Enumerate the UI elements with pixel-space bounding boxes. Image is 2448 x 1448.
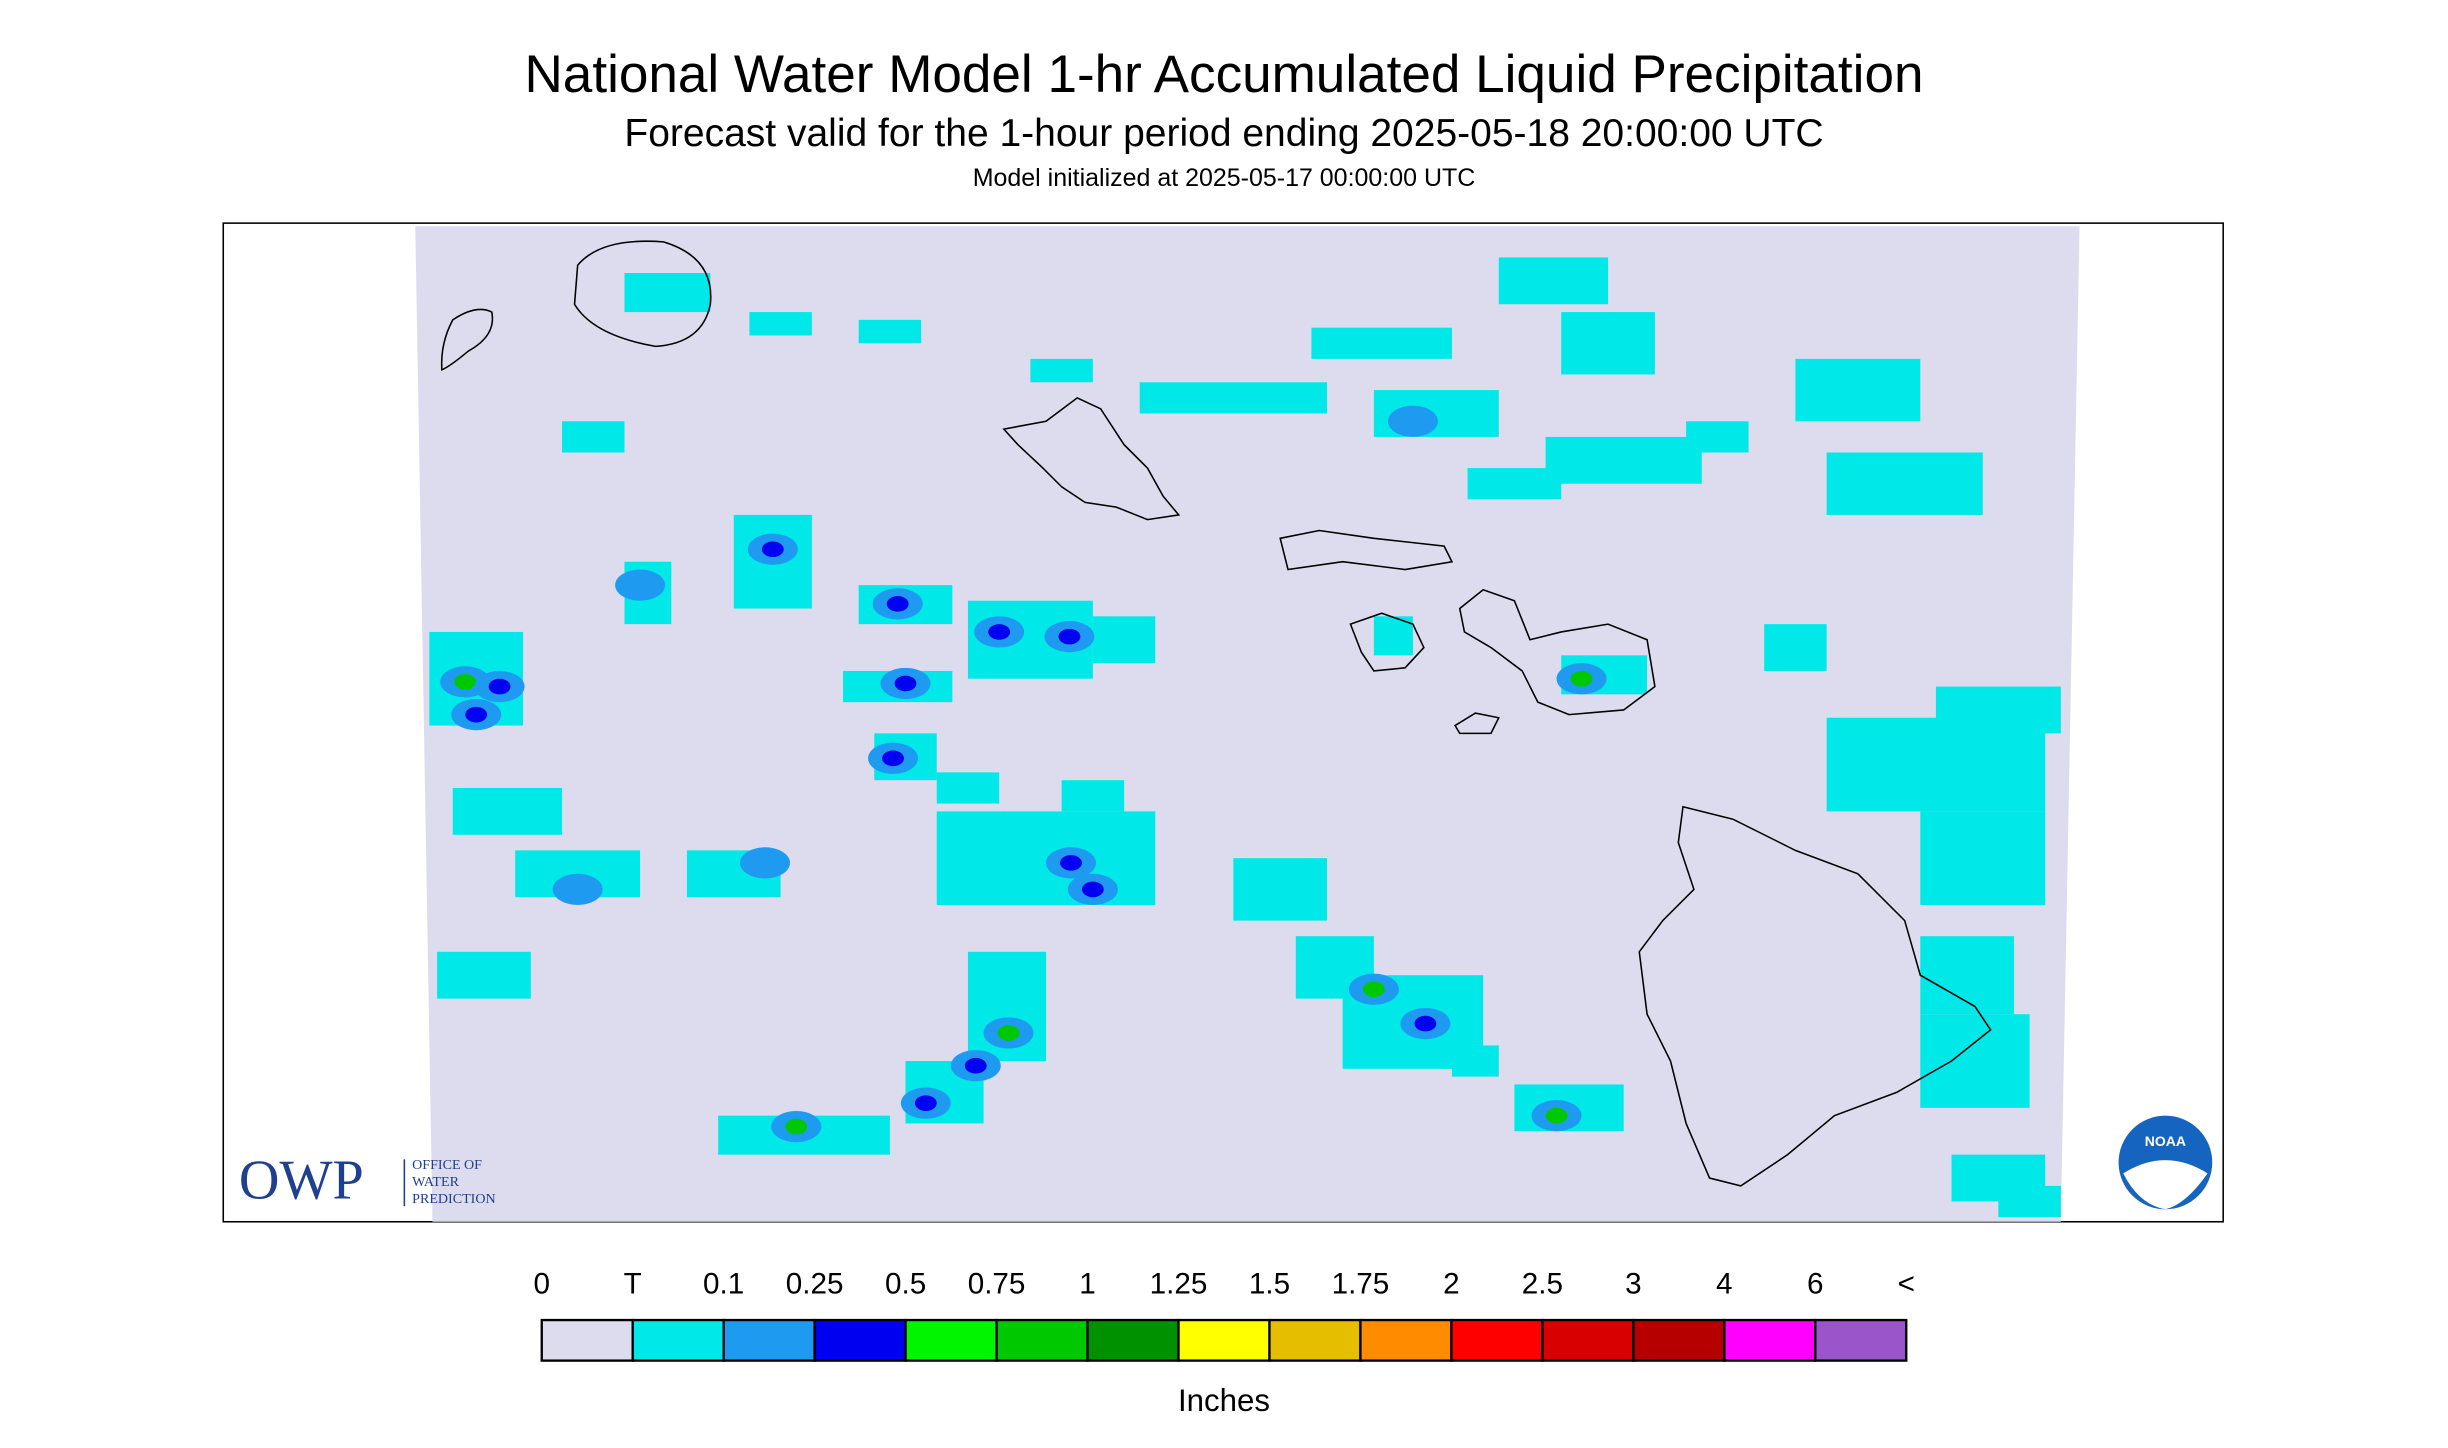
precip-core: [1570, 670, 1593, 687]
colorbar-box: [1268, 1318, 1362, 1362]
colorbar: 0 T 0.1 0.25 0.5 0.75 1 1.25 1.5 1.75 2 2.5 3 4 6 <: [533, 1268, 1915, 1362]
colorbar-label: 2.5: [1522, 1268, 1563, 1301]
colorbar-box: [631, 1318, 725, 1362]
precip-core: [454, 674, 477, 690]
precip-cell: [1092, 616, 1156, 664]
owp-line: WATER: [412, 1174, 459, 1190]
precip-core: [488, 678, 511, 695]
colorbar-label: 0: [533, 1268, 550, 1301]
noaa-logo: NOAA: [2118, 1115, 2213, 1210]
colorbar-label: 1.75: [1332, 1268, 1390, 1301]
precip-core: [886, 596, 909, 612]
precip-core: [997, 1025, 1020, 1041]
colorbar-box: [722, 1318, 816, 1362]
colorbar-box: [1086, 1318, 1180, 1362]
colorbar-label: <: [1898, 1268, 1915, 1301]
precip-cell: [1545, 436, 1702, 484]
precip-core: [964, 1057, 987, 1074]
precip-cell: [858, 319, 922, 344]
precip-field: [429, 257, 2061, 1218]
precip-cell: [1373, 616, 1413, 656]
colorbar-box: [540, 1318, 634, 1362]
colorbar-label: 4: [1716, 1268, 1733, 1301]
owp-logo-text: OWP: [239, 1150, 364, 1212]
noaa-text: NOAA: [2145, 1133, 2186, 1149]
colorbar-label: 1: [1079, 1268, 1096, 1301]
colorbar-box: [1723, 1318, 1817, 1362]
precip-core: [1414, 1015, 1437, 1032]
precip-core: [1060, 855, 1082, 871]
precip-cell: [1030, 358, 1093, 383]
colorbar-box: [904, 1318, 998, 1362]
colorbar-label: 0.75: [968, 1268, 1026, 1301]
precip-core: [785, 1118, 808, 1135]
owp-line: OFFICE OF: [412, 1157, 482, 1173]
colorbar-box: [1541, 1318, 1635, 1362]
precip-cell: [749, 312, 812, 336]
precip-core: [1545, 1107, 1568, 1124]
precip-cell: [1795, 358, 1921, 422]
colorbar-label: 0.1: [703, 1268, 744, 1301]
owp-logo: OWP OFFICE OF WATER PREDICTION: [239, 1150, 496, 1212]
precip-core: [894, 675, 917, 692]
precip-cell: [1311, 327, 1452, 359]
noaa-bird: [2123, 1160, 2208, 1210]
precip-core: [465, 706, 488, 723]
precip-cell: [1826, 452, 1983, 515]
precip-core: [914, 1095, 937, 1111]
colorbar-box: [813, 1318, 907, 1362]
precip-cell: [624, 273, 711, 313]
colorbar-label: 1.5: [1249, 1268, 1290, 1301]
precip-cell: [936, 811, 1156, 905]
precip-core: [882, 750, 904, 767]
precip-cell: [1920, 1014, 2030, 1108]
colorbar-label: 3: [1625, 1268, 1642, 1301]
colorbar-label: 0.25: [786, 1268, 844, 1301]
precip-core: [988, 624, 1011, 640]
colorbar-label: 0.5: [885, 1268, 926, 1301]
owp-line: PREDICTION: [412, 1191, 495, 1207]
precip-core: [566, 881, 589, 898]
precip-cell: [1686, 421, 1749, 453]
precip-cell: [1061, 780, 1125, 812]
precip-core: [761, 541, 784, 558]
precip-core: [1058, 628, 1081, 645]
precip-cell: [936, 772, 1000, 804]
precip-cell: [1561, 312, 1655, 375]
precip-core: [629, 577, 652, 593]
precip-core: [1401, 413, 1424, 430]
title: National Water Model 1-hr Accumulated Li…: [525, 45, 1924, 104]
colorbar-label: T: [624, 1268, 642, 1301]
colorbar-label: 6: [1807, 1268, 1824, 1301]
precip-core: [754, 855, 776, 871]
precip-cell: [1467, 468, 1562, 500]
colorbar-box: [1814, 1318, 1908, 1362]
precip-cell: [1451, 1045, 1499, 1077]
colorbar-box: [1632, 1318, 1726, 1362]
precip-cell: [1233, 858, 1328, 921]
colorbar-box: [995, 1318, 1089, 1362]
colorbar-label: 1.25: [1150, 1268, 1208, 1301]
colorbar-label: 2: [1443, 1268, 1460, 1301]
precip-cell: [1139, 382, 1328, 414]
precip-core: [1081, 881, 1104, 898]
precip-cell: [437, 951, 531, 999]
colorbar-box: [1359, 1318, 1453, 1362]
subtitle: Forecast valid for the 1-hour period end…: [624, 112, 1823, 155]
colorbar-box: [1177, 1318, 1271, 1362]
colorbar-box: [1450, 1318, 1544, 1362]
precip-core: [1362, 981, 1385, 998]
precip-cell: [562, 421, 625, 453]
unit-label: Inches: [1178, 1383, 1270, 1418]
islands: [440, 240, 1992, 1187]
precip-cell: [1935, 686, 2061, 734]
precip-cell: [1498, 257, 1609, 305]
precip-cell: [1764, 624, 1827, 671]
precip-cell: [452, 787, 563, 835]
precip-cell: [1998, 1185, 2061, 1218]
init-time: Model initialized at 2025-05-17 00:00:00…: [973, 164, 1476, 192]
precip-cell: [1920, 811, 2046, 905]
